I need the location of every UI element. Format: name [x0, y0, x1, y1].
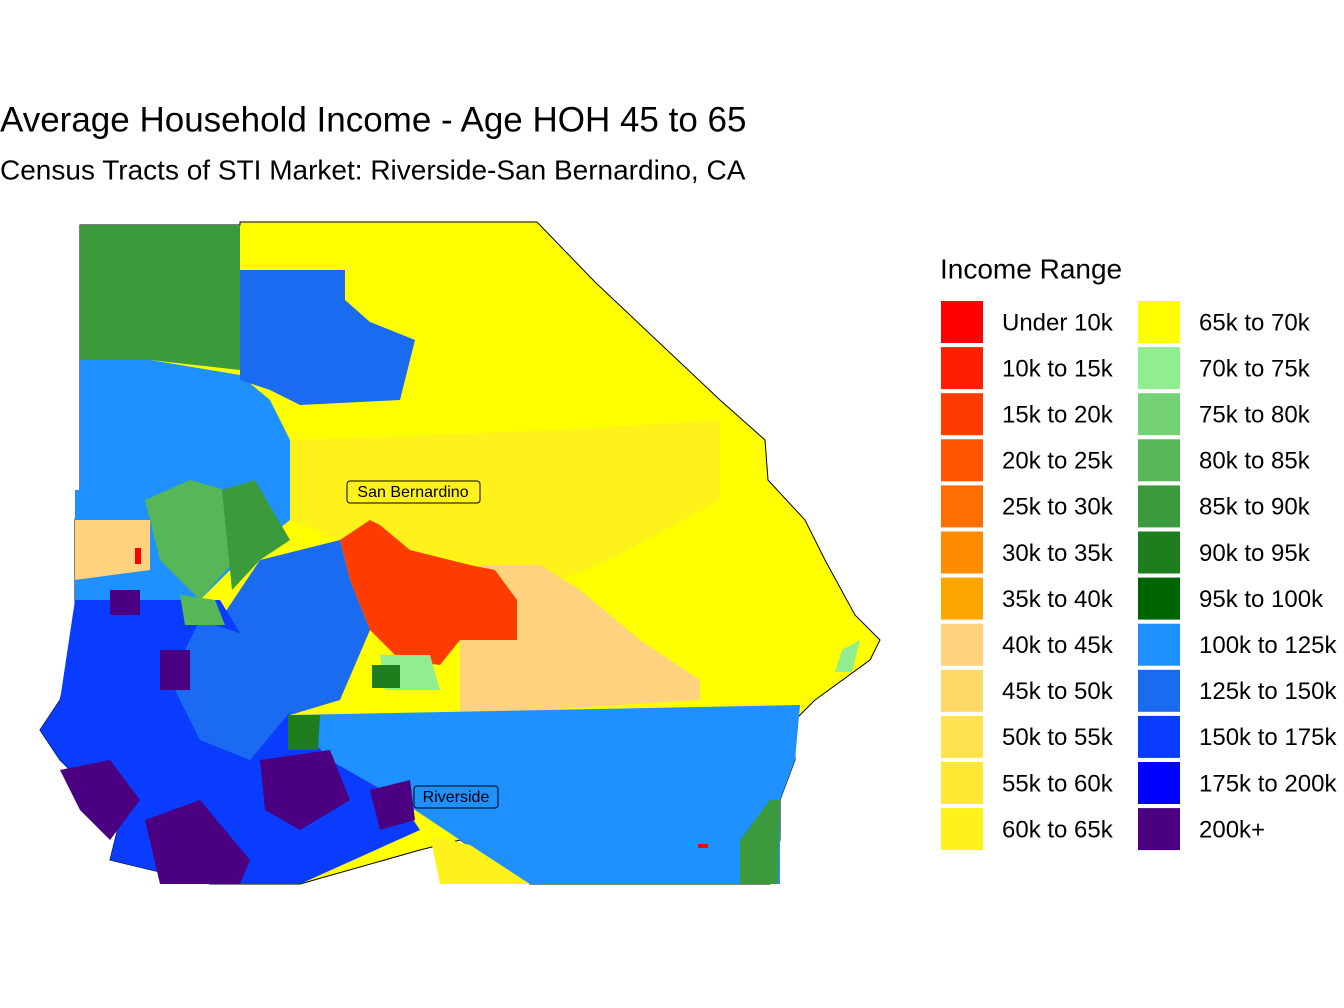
legend-label: 60k to 65k: [1002, 816, 1114, 843]
legend-label: 40k to 45k: [1002, 632, 1114, 659]
region: [135, 548, 141, 564]
legend-swatch: [1138, 301, 1180, 343]
place-label: Riverside: [423, 789, 490, 806]
legend-label: 35k to 40k: [1002, 586, 1114, 613]
legend-swatch: [941, 301, 983, 343]
region: [370, 780, 415, 830]
place-label-box: [413, 785, 499, 809]
legend-label: 90k to 95k: [1199, 540, 1311, 567]
region: [110, 590, 140, 615]
region: [460, 565, 700, 715]
legend-label: 200k+: [1199, 816, 1265, 843]
legend-label: 175k to 200k: [1199, 770, 1337, 797]
region: [340, 520, 517, 665]
legend-label: 55k to 60k: [1002, 770, 1114, 797]
legend-swatch: [941, 347, 983, 390]
legend-label: 15k to 20k: [1002, 402, 1114, 429]
legend-swatch: [1138, 393, 1180, 436]
legend-label: 95k to 100k: [1199, 586, 1324, 613]
region: [75, 520, 150, 580]
region: [180, 595, 225, 625]
legend-label: 10k to 15k: [1002, 355, 1114, 382]
region: [260, 750, 350, 830]
legend-swatch: [1138, 808, 1180, 851]
legend-label: 125k to 150k: [1199, 678, 1337, 705]
legend-swatch: [1138, 669, 1180, 712]
legend-swatch: [941, 485, 983, 528]
region: [740, 800, 780, 884]
region: [170, 620, 300, 760]
region: [160, 650, 190, 690]
legend-swatch: [941, 577, 983, 620]
legend-swatch: [1138, 623, 1180, 666]
legend: Under 10k 10k to 15k 15k to 20k 20k to 25k 2…: [941, 301, 1337, 851]
region: [222, 480, 290, 590]
map: [39, 221, 881, 885]
place-label: San Bernardino: [357, 484, 468, 501]
legend-label: Under 10k: [1002, 309, 1114, 336]
legend-label: 70k to 75k: [1199, 355, 1311, 382]
subtitle: Census Tracts of STI Market: Riverside-S…: [0, 154, 746, 185]
legend-swatch: [1138, 531, 1180, 574]
place-label-box: [346, 480, 481, 504]
legend-swatch: [941, 715, 983, 758]
legend-label: 75k to 80k: [1199, 402, 1311, 429]
legend-label: 65k to 70k: [1199, 309, 1311, 336]
legend-swatch: [941, 808, 983, 851]
legend-swatch: [941, 669, 983, 712]
legend-swatch: [941, 762, 983, 804]
legend-title: Income Range: [940, 253, 1122, 284]
legend-label: 100k to 125k: [1199, 632, 1337, 659]
legend-label: 50k to 55k: [1002, 724, 1114, 751]
region: [372, 665, 400, 688]
legend-swatch: [941, 393, 983, 436]
legend-label: 80k to 85k: [1199, 448, 1311, 475]
legend-swatch: [941, 531, 983, 574]
legend-swatch: [1138, 762, 1180, 804]
legend-swatch: [1138, 485, 1180, 528]
legend-label: 45k to 50k: [1002, 678, 1114, 705]
legend-label: 150k to 175k: [1199, 724, 1337, 751]
legend-swatch: [941, 439, 983, 482]
region: [288, 715, 320, 750]
legend-label: 25k to 30k: [1002, 494, 1114, 521]
region: [145, 480, 235, 600]
legend-swatch: [1138, 347, 1180, 390]
region: [80, 225, 240, 380]
title: Average Household Income - Age HOH 45 to…: [0, 100, 746, 139]
legend-label: 30k to 35k: [1002, 540, 1114, 567]
legend-label: 85k to 90k: [1199, 494, 1311, 521]
region: [240, 270, 415, 405]
region: [698, 844, 708, 848]
legend-swatch: [941, 623, 983, 666]
legend-swatch: [1138, 439, 1180, 482]
region: [60, 760, 140, 840]
legend-label: 20k to 25k: [1002, 448, 1114, 475]
place-labels: San Bernardino Riverside: [346, 480, 499, 809]
legend-swatch: [1138, 577, 1180, 620]
region: [145, 800, 250, 884]
region: [430, 835, 530, 884]
region: [290, 705, 800, 884]
legend-swatch: [1138, 715, 1180, 758]
region: [835, 640, 860, 672]
